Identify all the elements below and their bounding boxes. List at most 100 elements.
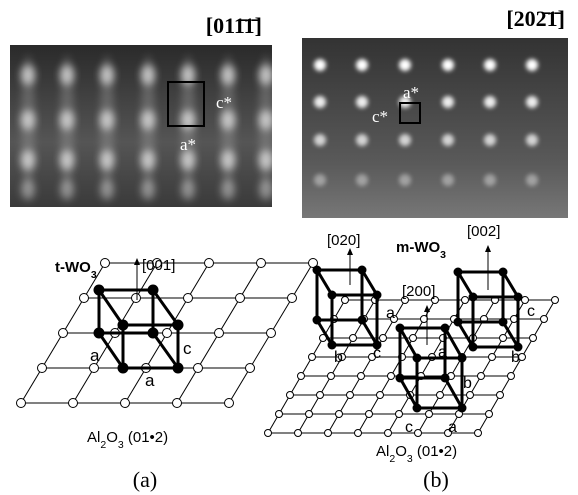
spot	[60, 65, 74, 85]
zone-axis: [011̄1̄]	[206, 13, 262, 38]
lattice-site	[295, 430, 302, 437]
reciprocal-label: c*	[372, 107, 388, 126]
axis-label: b	[511, 349, 520, 366]
spot	[526, 96, 538, 108]
spot	[141, 180, 155, 200]
formula-part: m-WO	[396, 239, 440, 256]
spot	[314, 174, 326, 186]
lattice-site	[267, 329, 276, 338]
lattice-site	[462, 297, 469, 304]
lattice-site	[358, 373, 365, 380]
atom	[454, 318, 463, 327]
direction-label: [020]	[327, 232, 360, 249]
spot	[484, 59, 496, 71]
spot	[526, 134, 538, 146]
spot	[141, 110, 155, 130]
arrowhead	[347, 248, 353, 255]
direction-label: [002]	[467, 223, 500, 240]
spot	[356, 96, 368, 108]
lattice-site	[426, 411, 433, 418]
spot	[399, 59, 411, 71]
spot	[221, 150, 235, 170]
atom	[328, 291, 337, 300]
zone-axis: [202̄1̄]	[506, 6, 565, 31]
direction-label: [001]	[142, 257, 175, 274]
atom	[358, 266, 367, 275]
atom	[94, 285, 105, 296]
lattice-site	[347, 392, 354, 399]
lattice-site	[380, 335, 387, 342]
lattice-site	[511, 316, 518, 323]
axis-label: a	[90, 346, 100, 365]
lattice-site	[184, 294, 193, 303]
axis-label: c	[183, 339, 192, 358]
lattice-site	[80, 294, 89, 303]
lattice-site	[257, 259, 266, 268]
spot	[442, 59, 454, 71]
spot	[181, 180, 195, 200]
axis-label: a	[448, 419, 457, 436]
lattice-site	[225, 399, 234, 408]
lattice-site	[132, 294, 141, 303]
lattice-site	[121, 399, 130, 408]
lattice-site	[342, 297, 349, 304]
lattice-site	[475, 430, 482, 437]
atom	[94, 328, 105, 339]
lattice	[17, 258, 318, 408]
atom	[413, 404, 422, 413]
spot	[21, 180, 35, 200]
spot	[484, 174, 496, 186]
lattice-site	[478, 373, 485, 380]
spot	[60, 110, 74, 130]
lattice-site	[328, 373, 335, 380]
spot	[442, 134, 454, 146]
spot	[526, 174, 538, 186]
arrowhead	[424, 305, 430, 312]
lattice-site	[489, 354, 496, 361]
spot	[442, 96, 454, 108]
reciprocal-label: c*	[216, 93, 232, 112]
lattice-site	[236, 294, 245, 303]
spot	[356, 134, 368, 146]
atom	[514, 293, 523, 302]
lattice-site	[287, 392, 294, 399]
lattice-site	[173, 399, 182, 408]
axis-label: c	[527, 303, 535, 320]
lattice-site	[246, 364, 255, 373]
spot	[442, 174, 454, 186]
lattice-site	[437, 392, 444, 399]
axis-label: b	[463, 375, 472, 392]
spot	[259, 110, 273, 130]
cube-edge	[458, 322, 518, 347]
reciprocal-label: a*	[403, 83, 419, 102]
atom	[441, 374, 450, 383]
lattice-site	[415, 430, 422, 437]
lattice-site	[205, 259, 214, 268]
phase-label: m-WO3	[396, 239, 446, 261]
spot	[221, 180, 235, 200]
lattice-site	[17, 399, 26, 408]
lattice-site	[276, 411, 283, 418]
lattice-site	[350, 335, 357, 342]
spot	[484, 96, 496, 108]
lattice-site	[325, 430, 332, 437]
spot	[314, 96, 326, 108]
panel-caption: (a)	[133, 467, 157, 492]
lattice-site	[306, 411, 313, 418]
axis-label: c	[373, 345, 381, 362]
axis-label: a	[145, 371, 155, 390]
formula-part: O	[395, 443, 407, 460]
atom	[469, 343, 478, 352]
lattice-site	[500, 335, 507, 342]
lattice-site	[69, 399, 78, 408]
lattice-site	[163, 329, 172, 338]
axis-label: c	[405, 419, 413, 436]
atom	[173, 320, 184, 331]
diffraction-pattern	[302, 38, 568, 218]
subscript: 3	[440, 249, 446, 261]
lattice-site	[541, 316, 548, 323]
lattice-site	[388, 373, 395, 380]
lattice-site	[486, 411, 493, 418]
atom	[441, 324, 450, 333]
lattice-site	[530, 335, 537, 342]
